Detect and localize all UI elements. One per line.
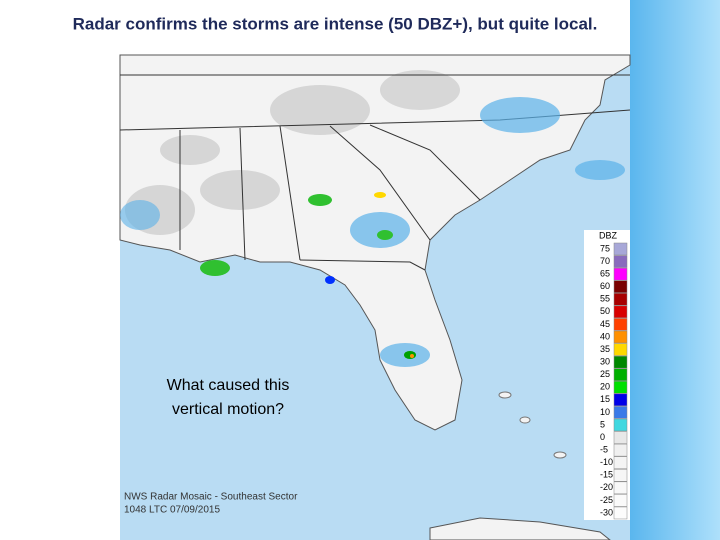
legend-swatch <box>613 280 628 293</box>
legend-swatch <box>613 481 628 495</box>
legend-title: DBZ <box>599 230 618 240</box>
cuba <box>429 517 611 540</box>
legend-label: -30 <box>600 507 613 517</box>
legend-swatch <box>613 242 628 256</box>
legend-swatch <box>613 343 628 356</box>
legend-swatch <box>613 318 628 331</box>
radar-map: DBZ 757065605550454035302520151050-5-10-… <box>119 54 631 540</box>
legend-swatch <box>613 506 628 520</box>
legend-swatch <box>613 431 628 444</box>
legend-swatch <box>613 267 628 281</box>
legend-swatch <box>613 368 628 381</box>
legend-label: -25 <box>600 495 613 505</box>
legend-label: 0 <box>600 432 605 442</box>
legend-label: -5 <box>600 444 608 454</box>
legend-label: 60 <box>600 281 610 291</box>
caption-line: NWS Radar Mosaic - Southeast Sector <box>124 492 298 503</box>
legend-swatch <box>613 418 628 432</box>
legend-label: 65 <box>600 269 610 279</box>
radar-echoes <box>120 97 625 367</box>
legend-label: 20 <box>600 382 610 392</box>
legend-swatch <box>613 255 628 268</box>
legend-swatch <box>613 469 628 482</box>
slide-title: Radar confirms the storms are intense (5… <box>73 14 598 33</box>
legend: 757065605550454035302520151050-5-10-15-2… <box>600 242 628 520</box>
legend-label: 25 <box>600 369 610 379</box>
legend-swatch <box>613 393 628 407</box>
caption-line: 1048 LTC 07/09/2015 <box>124 505 220 516</box>
legend-label: 5 <box>600 419 605 429</box>
legend-label: 15 <box>600 394 610 404</box>
legend-swatch <box>613 456 628 469</box>
legend-label: 55 <box>600 294 610 304</box>
legend-label: 35 <box>600 344 610 354</box>
legend-swatch <box>613 305 628 319</box>
legend-swatch <box>613 443 628 457</box>
legend-label: 30 <box>600 357 610 367</box>
legend-swatch <box>613 330 628 344</box>
legend-swatch <box>613 406 628 419</box>
legend-label: -15 <box>600 470 613 480</box>
legend-swatch <box>613 381 628 394</box>
question-line: What caused this <box>167 377 290 394</box>
legend-swatch <box>613 293 628 306</box>
legend-label: -10 <box>600 457 613 467</box>
side-band <box>630 0 720 540</box>
legend-label: -20 <box>600 482 613 492</box>
legend-swatch <box>613 494 628 507</box>
legend-label: 50 <box>600 306 610 316</box>
legend-label: 75 <box>600 243 610 253</box>
legend-label: 40 <box>600 331 610 341</box>
legend-swatch <box>613 355 628 369</box>
question-line: vertical motion? <box>172 401 284 418</box>
legend-label: 10 <box>600 407 610 417</box>
legend-label: 45 <box>600 319 610 329</box>
legend-label: 70 <box>600 256 610 266</box>
